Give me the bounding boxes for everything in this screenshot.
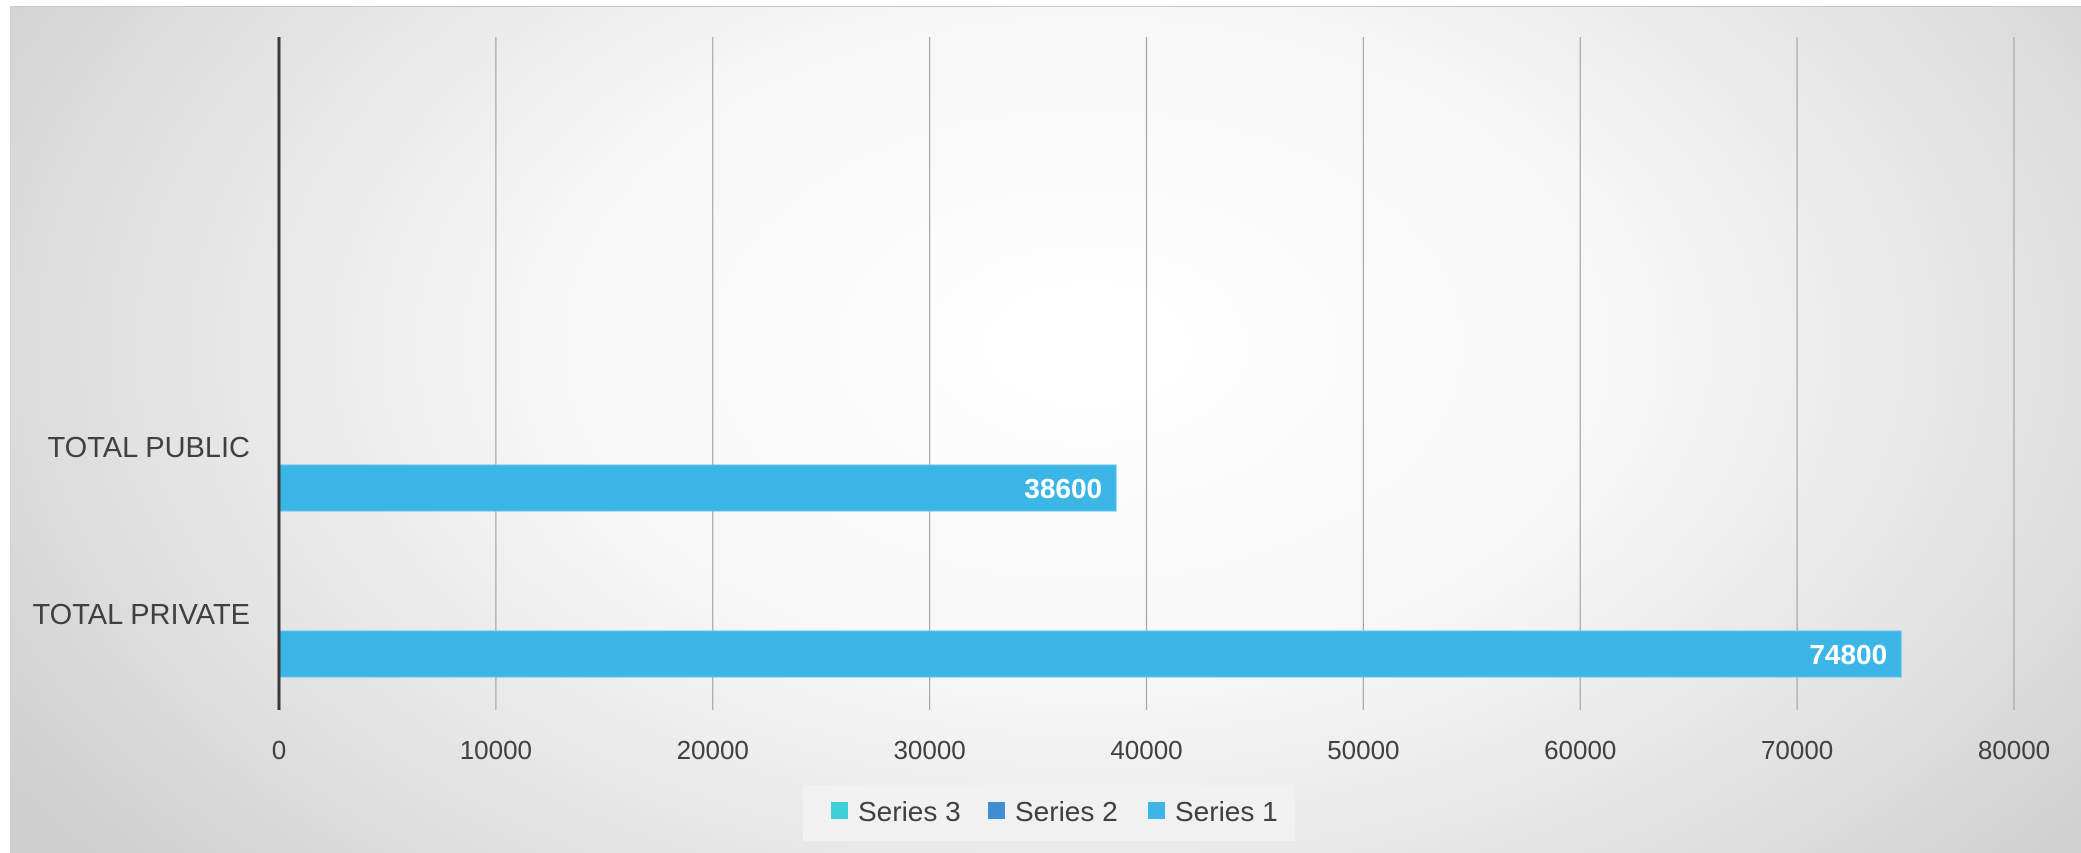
bar-total-private — [278, 630, 1902, 678]
data-label: 74800 — [1809, 639, 1887, 670]
x-tick-label: 80000 — [1978, 735, 2050, 765]
x-tick-label: 0 — [272, 735, 286, 765]
x-tick-label: 40000 — [1110, 735, 1182, 765]
legend-label: Series 1 — [1175, 796, 1278, 827]
category-label: TOTAL PRIVATE — [32, 599, 250, 631]
bar-chart: 0 10000 20000 30000 40000 50000 60000 70000 8000… — [32, 37, 2050, 841]
x-tick-label: 60000 — [1544, 735, 1616, 765]
x-tick-label: 10000 — [460, 735, 532, 765]
x-tick-label: 30000 — [893, 735, 965, 765]
x-tick-label: 20000 — [677, 735, 749, 765]
bar-total-public — [278, 464, 1117, 512]
x-tick-label: 50000 — [1327, 735, 1399, 765]
x-tick-label: 70000 — [1761, 735, 1833, 765]
data-label: 38600 — [1024, 473, 1102, 504]
legend-swatch — [988, 802, 1005, 819]
legend-label: Series 2 — [1015, 796, 1118, 827]
legend-box — [803, 785, 1295, 841]
legend-swatch — [1148, 802, 1165, 819]
legend-swatch — [831, 802, 848, 819]
legend-label: Series 3 — [858, 796, 961, 827]
chart-area: 0 10000 20000 30000 40000 50000 60000 70000 8000… — [10, 6, 2081, 853]
category-label: TOTAL PUBLIC — [47, 432, 250, 464]
